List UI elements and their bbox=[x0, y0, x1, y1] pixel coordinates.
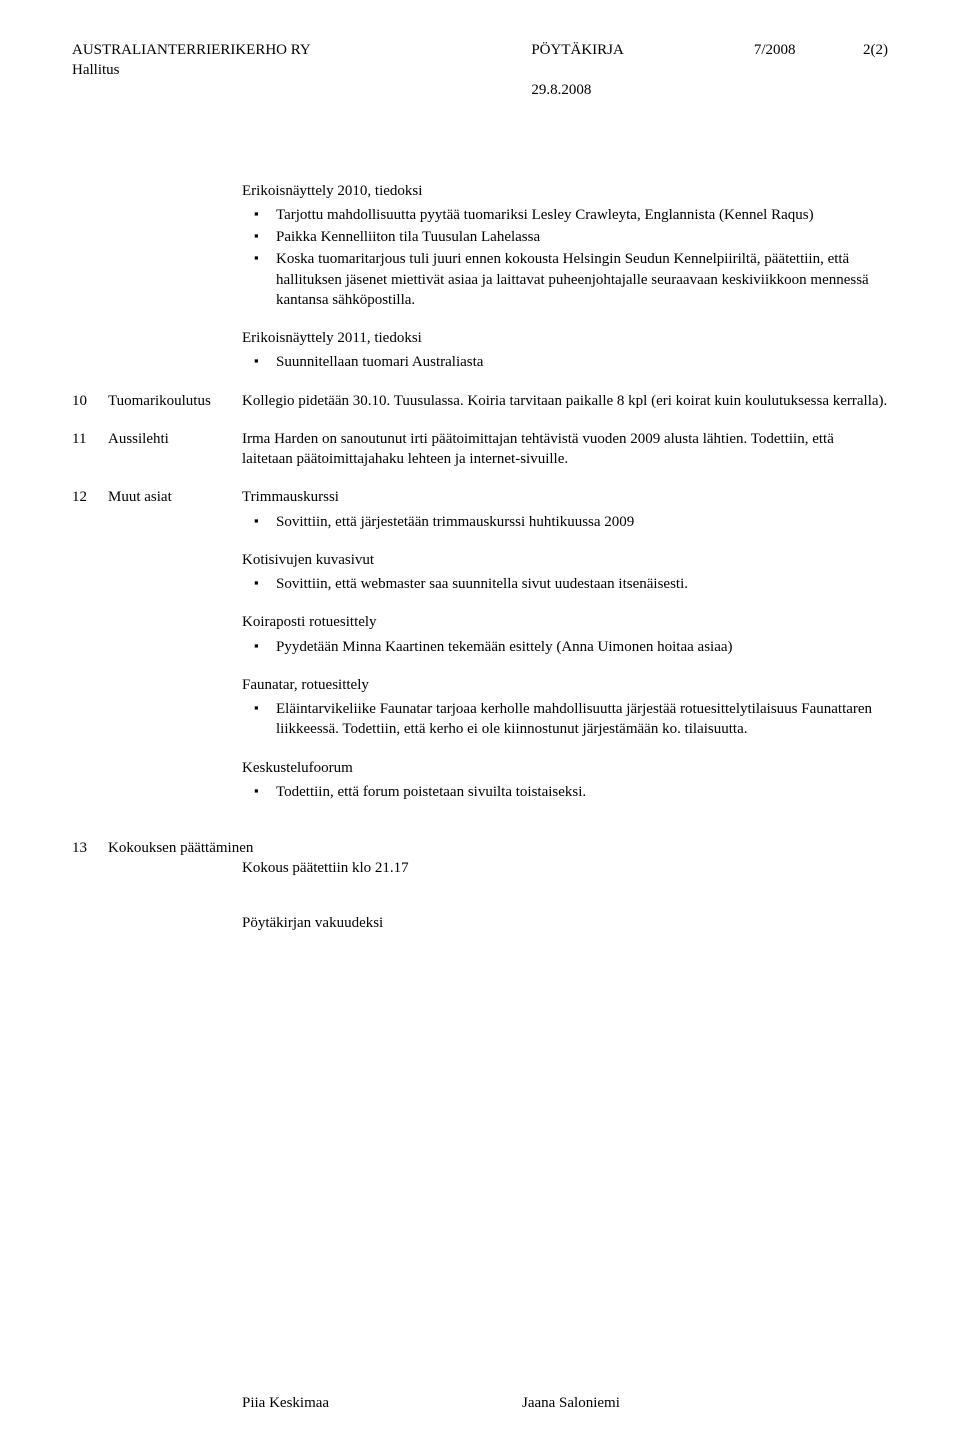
sub-list: Todettiin, että forum poistetaan sivuilt… bbox=[242, 782, 888, 802]
section-num: 12 bbox=[72, 487, 108, 804]
page-number: 2(2) bbox=[863, 42, 888, 58]
doc-date: 29.8.2008 bbox=[531, 80, 624, 100]
signer-right: Jaana Saloniemi bbox=[522, 1393, 888, 1413]
intro-item: Koska tuomaritarjous tuli juuri ennen ko… bbox=[242, 249, 888, 310]
sub-item: Todettiin, että forum poistetaan sivuilt… bbox=[242, 782, 888, 802]
section-label-body: Kokouksen päättäminen Kokous päätettiin … bbox=[108, 838, 888, 933]
sub-block: Keskustelufoorum Todettiin, että forum p… bbox=[242, 758, 888, 803]
header-left: AUSTRALIANTERRIERIKERHO RY Hallitus bbox=[72, 40, 531, 101]
second-heading: Erikoisnäyttely 2011, tiedoksi bbox=[242, 328, 888, 348]
section-12: 12 Muut asiat Trimmauskurssi Sovittiin, … bbox=[72, 487, 888, 804]
footer-names: Piia Keskimaa Jaana Saloniemi bbox=[242, 1393, 888, 1413]
section-body: Kokous päätettiin klo 21.17 bbox=[242, 858, 888, 878]
sub-title: Kotisivujen kuvasivut bbox=[242, 550, 888, 570]
section-num: 13 bbox=[72, 838, 108, 933]
org-name: AUSTRALIANTERRIERIKERHO RY bbox=[72, 40, 531, 60]
sub-title: Faunatar, rotuesittely bbox=[242, 675, 888, 695]
intro-heading: Erikoisnäyttely 2010, tiedoksi bbox=[242, 181, 888, 201]
intro-item: Tarjottu mahdollisuutta pyytää tuomariks… bbox=[242, 205, 888, 225]
sub-title: Keskustelufoorum bbox=[242, 758, 888, 778]
sub-block: Faunatar, rotuesittely Eläintarvikeliike… bbox=[242, 675, 888, 740]
section-label: Aussilehti bbox=[108, 429, 242, 470]
sub-list: Sovittiin, että järjestetään trimmauskur… bbox=[242, 512, 888, 532]
sub-list: Sovittiin, että webmaster saa suunnitell… bbox=[242, 574, 888, 594]
section-label: Muut asiat bbox=[108, 487, 242, 804]
section-body: Kollegio pidetään 30.10. Tuusulassa. Koi… bbox=[242, 391, 888, 411]
org-sub: Hallitus bbox=[72, 60, 531, 80]
intro-block: Erikoisnäyttely 2010, tiedoksi Tarjottu … bbox=[242, 181, 888, 311]
second-item: Suunnitellaan tuomari Australiasta bbox=[242, 352, 888, 372]
sub-block: Kotisivujen kuvasivut Sovittiin, että we… bbox=[242, 550, 888, 595]
page: AUSTRALIANTERRIERIKERHO RY Hallitus PÖYT… bbox=[0, 0, 960, 1453]
section-13: 13 Kokouksen päättäminen Kokous päätetti… bbox=[72, 838, 888, 933]
intro-item: Paikka Kennelliiton tila Tuusulan Lahela… bbox=[242, 227, 888, 247]
section-num: 10 bbox=[72, 391, 108, 411]
sub-title: Trimmauskurssi bbox=[242, 487, 888, 507]
sub-item: Sovittiin, että järjestetään trimmauskur… bbox=[242, 512, 888, 532]
sub-item: Eläintarvikeliike Faunatar tarjoaa kerho… bbox=[242, 699, 888, 740]
section-label: Kokouksen päättäminen bbox=[108, 838, 888, 858]
doc-number: 7/2008 bbox=[754, 42, 796, 58]
header-row: AUSTRALIANTERRIERIKERHO RY Hallitus PÖYT… bbox=[72, 40, 888, 101]
doc-title: PÖYTÄKIRJA bbox=[531, 40, 624, 60]
section-11: 11 Aussilehti Irma Harden on sanoutunut … bbox=[72, 429, 888, 470]
sub-item: Pyydetään Minna Kaartinen tekemään esitt… bbox=[242, 637, 888, 657]
section-10: 10 Tuomarikoulutus Kollegio pidetään 30.… bbox=[72, 391, 888, 411]
section-body: Trimmauskurssi Sovittiin, että järjestet… bbox=[242, 487, 888, 804]
header-mid: PÖYTÄKIRJA 29.8.2008 bbox=[531, 40, 754, 101]
section-num: 11 bbox=[72, 429, 108, 470]
second-list: Suunnitellaan tuomari Australiasta bbox=[242, 352, 888, 372]
sub-list: Eläintarvikeliike Faunatar tarjoaa kerho… bbox=[242, 699, 888, 740]
section-label: Tuomarikoulutus bbox=[108, 391, 242, 411]
sub-block: Koiraposti rotuesittely Pyydetään Minna … bbox=[242, 612, 888, 657]
closing-line: Pöytäkirjan vakuudeksi bbox=[242, 913, 888, 933]
section-body: Irma Harden on sanoutunut irti päätoimit… bbox=[242, 429, 888, 470]
intro-list: Tarjottu mahdollisuutta pyytää tuomariks… bbox=[242, 205, 888, 310]
sub-item: Sovittiin, että webmaster saa suunnitell… bbox=[242, 574, 888, 594]
sub-list: Pyydetään Minna Kaartinen tekemään esitt… bbox=[242, 637, 888, 657]
signer-left: Piia Keskimaa bbox=[242, 1393, 522, 1413]
second-block: Erikoisnäyttely 2011, tiedoksi Suunnitel… bbox=[242, 328, 888, 373]
header-right: 7/2008 2(2) bbox=[754, 40, 888, 101]
sub-title: Koiraposti rotuesittely bbox=[242, 612, 888, 632]
